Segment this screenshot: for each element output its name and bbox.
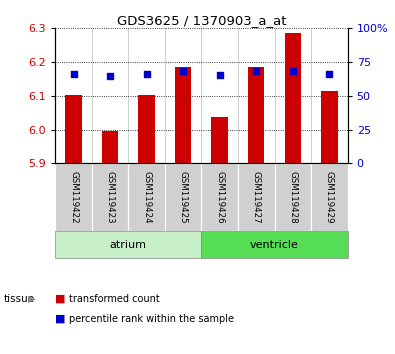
Bar bbox=[175, 67, 192, 163]
Point bbox=[326, 71, 333, 77]
Text: GSM119423: GSM119423 bbox=[105, 171, 115, 223]
Bar bbox=[55, 163, 92, 231]
Text: GSM119422: GSM119422 bbox=[69, 171, 78, 223]
Text: ■: ■ bbox=[55, 314, 66, 324]
Bar bbox=[128, 163, 165, 231]
Bar bbox=[321, 91, 338, 163]
Bar bbox=[238, 163, 275, 231]
Bar bbox=[102, 131, 118, 163]
Point bbox=[143, 71, 150, 77]
Text: GSM119429: GSM119429 bbox=[325, 171, 334, 223]
Text: GSM119424: GSM119424 bbox=[142, 171, 151, 223]
Text: GSM119427: GSM119427 bbox=[252, 171, 261, 223]
Bar bbox=[165, 163, 201, 231]
Text: ventricle: ventricle bbox=[250, 240, 299, 250]
Text: GSM119426: GSM119426 bbox=[215, 171, 224, 223]
Bar bbox=[275, 163, 311, 231]
Bar bbox=[201, 163, 238, 231]
Bar bbox=[138, 95, 155, 163]
Point bbox=[253, 68, 260, 73]
Text: atrium: atrium bbox=[110, 240, 147, 250]
Text: tissue: tissue bbox=[4, 294, 35, 304]
Text: ▶: ▶ bbox=[28, 294, 36, 304]
Bar bbox=[55, 231, 201, 258]
Point bbox=[70, 71, 77, 77]
Point bbox=[290, 68, 296, 73]
Point bbox=[216, 72, 223, 78]
Bar bbox=[311, 163, 348, 231]
Point bbox=[180, 68, 186, 73]
Bar bbox=[284, 33, 301, 163]
Text: GSM119428: GSM119428 bbox=[288, 171, 297, 223]
Bar bbox=[92, 163, 128, 231]
Title: GDS3625 / 1370903_a_at: GDS3625 / 1370903_a_at bbox=[117, 14, 286, 27]
Bar bbox=[211, 118, 228, 163]
Point bbox=[107, 73, 113, 78]
Bar bbox=[248, 67, 265, 163]
Text: percentile rank within the sample: percentile rank within the sample bbox=[69, 314, 234, 324]
Text: GSM119425: GSM119425 bbox=[179, 171, 188, 223]
Text: ■: ■ bbox=[55, 294, 66, 304]
Bar bbox=[201, 231, 348, 258]
Bar bbox=[65, 95, 82, 163]
Text: transformed count: transformed count bbox=[69, 294, 160, 304]
